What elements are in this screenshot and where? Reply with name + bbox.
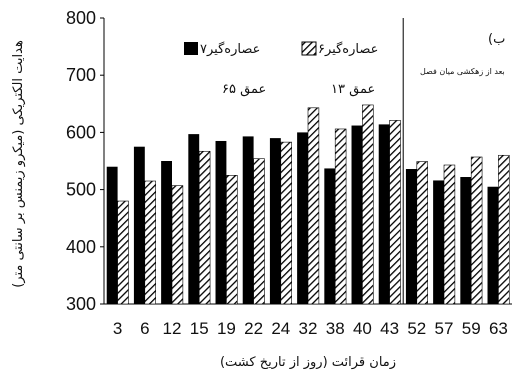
x-tick-label: 15: [190, 319, 209, 338]
bar-hatched-40: [362, 104, 374, 305]
bar-solid-19: [215, 140, 227, 304]
bar-solid-24: [269, 138, 281, 304]
bar-solid-3: [106, 166, 118, 304]
y-ticks: 300 400 500 600 700 800: [66, 8, 104, 314]
x-tick-label: 6: [140, 319, 149, 338]
bar-hatched-52: [416, 161, 428, 305]
bar-solid-32: [297, 132, 308, 304]
x-tick-label: 40: [353, 319, 372, 338]
legend-label-hatched: عصاره‌گیر۶: [318, 41, 378, 57]
x-tick-label: 22: [244, 319, 263, 338]
x-tick-label: 38: [326, 319, 345, 338]
bar-solid-52: [405, 169, 417, 304]
bar-solid-12: [161, 161, 172, 304]
bar-hatched-15: [198, 150, 211, 305]
annotation-depth-13: عمق ۱۳: [331, 82, 375, 97]
legend-swatch-solid: [184, 42, 198, 55]
x-tick-label: 59: [462, 319, 481, 338]
y-axis-title: هدایت الکتریکی (میکرو زیمنس بر سانتی متر…: [11, 40, 26, 288]
x-tick-label: 12: [163, 319, 182, 338]
bar-hatched-59: [470, 156, 483, 305]
bar-hatched-19: [226, 175, 238, 305]
bar-hatched-63: [498, 154, 510, 305]
bar-hatched-6: [144, 180, 156, 305]
x-axis-title: زمان قرائت (روز از تاریخ کشت): [220, 355, 396, 370]
annotation-depth-65: عمق ۶۵: [222, 82, 266, 97]
bar-hatched-32: [307, 107, 320, 305]
panel-note: بعد از زهکشی میان فصل: [420, 67, 505, 76]
bar-hatched-43: [389, 120, 401, 305]
y-tick-label: 600: [66, 122, 96, 142]
bar-hatched-3: [117, 200, 129, 305]
x-tick-label: 24: [271, 319, 290, 338]
y-tick-label: 300: [66, 294, 96, 314]
bar-solid-38: [324, 168, 336, 304]
legend-swatch-hatched: [301, 41, 317, 56]
panel-label: ب): [488, 32, 505, 47]
y-tick-label: 500: [66, 180, 96, 200]
bar-hatched-22: [253, 158, 265, 305]
legend: عصاره‌گیر۶ عصاره‌گیر۷: [184, 41, 378, 57]
x-ticks: 3 6 12 15 19 22 24 32 38 40 43 52 57 59 63: [113, 319, 508, 338]
x-tick-label: 43: [380, 319, 399, 338]
bar-solid-22: [242, 136, 254, 304]
legend-label-solid: عصاره‌گیر۷: [200, 41, 260, 57]
x-tick-label: 19: [217, 319, 236, 338]
bar-solid-59: [460, 177, 472, 304]
bar-hatched-12: [171, 185, 184, 305]
bar-hatched-57: [443, 164, 456, 305]
x-tick-label: 63: [489, 319, 508, 338]
x-tick-label: 52: [407, 319, 426, 338]
bar-solid-43: [378, 124, 390, 304]
bar-hatched-38: [334, 128, 347, 305]
bar-solid-15: [188, 134, 200, 304]
bar-solid-57: [433, 180, 444, 304]
y-tick-label: 700: [66, 65, 96, 85]
bar-solid-40: [351, 125, 363, 304]
y-tick-label: 400: [66, 237, 96, 257]
bars-group: [106, 104, 510, 305]
x-tick-label: 3: [113, 319, 122, 338]
x-tick-label: 32: [299, 319, 318, 338]
bar-solid-6: [133, 146, 145, 304]
x-tick-label: 57: [435, 319, 454, 338]
bar-solid-63: [487, 186, 499, 304]
bar-hatched-24: [280, 141, 292, 305]
y-tick-label: 800: [66, 8, 96, 28]
